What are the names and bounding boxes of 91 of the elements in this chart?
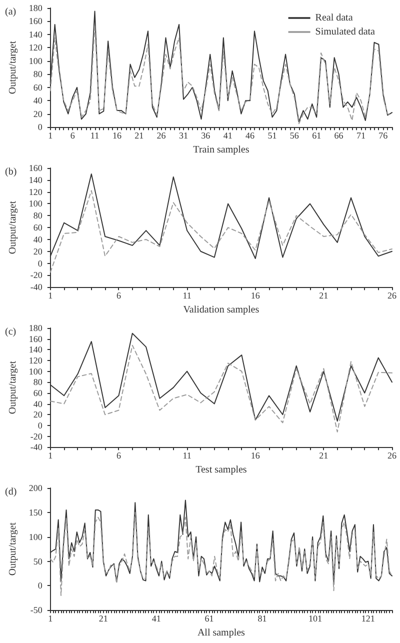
y-tick-label: 50 [33, 556, 43, 566]
x-tick-label: 21 [134, 130, 144, 141]
x-tick-label: 1 [48, 290, 53, 301]
x-tick-label: 16 [250, 450, 260, 461]
y-tick-label: -40 [30, 442, 43, 452]
x-tick-label: 46 [246, 130, 256, 141]
y-tick-label: 60 [33, 222, 43, 233]
x-tick-label: 1 [48, 450, 53, 461]
x-tick-label: 21 [98, 614, 108, 624]
y-tick-label: 40 [33, 96, 43, 106]
y-tick-label: 100 [28, 532, 43, 542]
x-tick-label: 26 [156, 130, 166, 141]
chart-title: (b) [5, 166, 17, 178]
x-tick-label: 76 [378, 130, 388, 141]
y-tick-label: 80 [33, 69, 43, 80]
y-tick-label: 40 [33, 234, 43, 244]
y-tick-label: 120 [28, 355, 43, 366]
x-tick-label: 81 [258, 614, 267, 624]
x-tick-label: 61 [204, 614, 214, 624]
y-tick-label: 20 [33, 246, 43, 256]
x-axis-title: Train samples [193, 144, 250, 156]
y-axis-title: Output/target [8, 360, 18, 414]
y-tick-label: -50 [30, 605, 43, 616]
x-tick-label: 61 [312, 130, 322, 141]
y-tick-label: 160 [28, 163, 43, 173]
y-tick-label: 100 [28, 56, 43, 66]
chart-title: (c) [5, 326, 16, 338]
x-tick-label: 6 [116, 290, 122, 301]
x-tick-label: 6 [116, 450, 122, 461]
x-axis-title: Validation samples [183, 304, 260, 316]
y-tick-label: 40 [33, 398, 43, 409]
x-tick-label: 101 [308, 614, 322, 624]
x-tick-label: 11 [90, 130, 100, 141]
x-tick-label: 26 [388, 450, 397, 461]
x-tick-label: 11 [182, 290, 192, 301]
x-tick-label: 51 [268, 130, 277, 141]
chart-title: (d) [5, 486, 17, 498]
y-tick-label: 160 [28, 334, 43, 344]
x-tick-label: 1 [48, 614, 53, 624]
y-tick-label: 150 [28, 507, 43, 518]
y-tick-label: 20 [33, 108, 43, 119]
y-tick-label: 120 [28, 42, 43, 53]
y-tick-label: -40 [30, 282, 43, 292]
y-tick-label: 60 [33, 388, 43, 398]
y-tick-label: 200 [28, 483, 43, 493]
x-axis-title: Test samples [196, 464, 247, 476]
chart-title: (a) [5, 6, 16, 18]
y-tick-label: 180 [28, 3, 43, 13]
y-tick-label: 0 [38, 580, 43, 591]
x-tick-label: 21 [319, 450, 328, 461]
x-tick-label: 16 [112, 130, 122, 141]
x-tick-label: 21 [319, 290, 328, 301]
x-tick-label: 26 [388, 290, 397, 301]
y-tick-label: 0 [38, 420, 43, 430]
y-tick-label: 100 [28, 198, 43, 209]
y-axis-title: Output/target [8, 522, 18, 576]
y-tick-label: -20 [30, 270, 43, 280]
y-axis-title: Output/target [8, 200, 18, 254]
x-tick-label: 66 [334, 130, 344, 141]
x-tick-label: 6 [70, 130, 76, 141]
x-tick-label: 121 [361, 614, 375, 624]
legend-label: Real data [315, 12, 354, 24]
y-tick-label: 180 [28, 323, 43, 333]
y-tick-label: 140 [28, 174, 43, 185]
y-tick-label: -20 [30, 431, 43, 442]
line-series [50, 190, 392, 273]
y-tick-label: 80 [33, 210, 43, 221]
line-series [50, 512, 392, 596]
x-tick-label: 56 [290, 130, 300, 141]
y-tick-label: 120 [28, 186, 43, 197]
legend-label: Simulated data [315, 26, 376, 38]
x-tick-label: 11 [182, 450, 192, 461]
y-tick-label: 140 [28, 344, 43, 355]
line-series [50, 344, 392, 432]
x-tick-label: 31 [178, 130, 188, 141]
x-tick-label: 1 [48, 130, 53, 141]
y-axis-title: Output/target [8, 40, 18, 94]
y-tick-label: 0 [38, 122, 43, 132]
y-tick-label: 60 [33, 82, 43, 92]
x-tick-label: 71 [356, 130, 366, 141]
y-tick-label: 80 [33, 377, 43, 388]
y-tick-label: 140 [28, 29, 43, 40]
y-tick-label: 20 [33, 410, 43, 420]
x-tick-label: 16 [250, 290, 260, 301]
x-tick-label: 41 [152, 614, 161, 624]
y-tick-label: 100 [28, 366, 43, 376]
x-tick-label: 41 [223, 130, 232, 141]
x-axis-title: All samples [197, 628, 246, 638]
y-tick-label: 160 [28, 16, 43, 26]
y-tick-label: 0 [38, 258, 43, 268]
x-tick-label: 36 [201, 130, 211, 141]
